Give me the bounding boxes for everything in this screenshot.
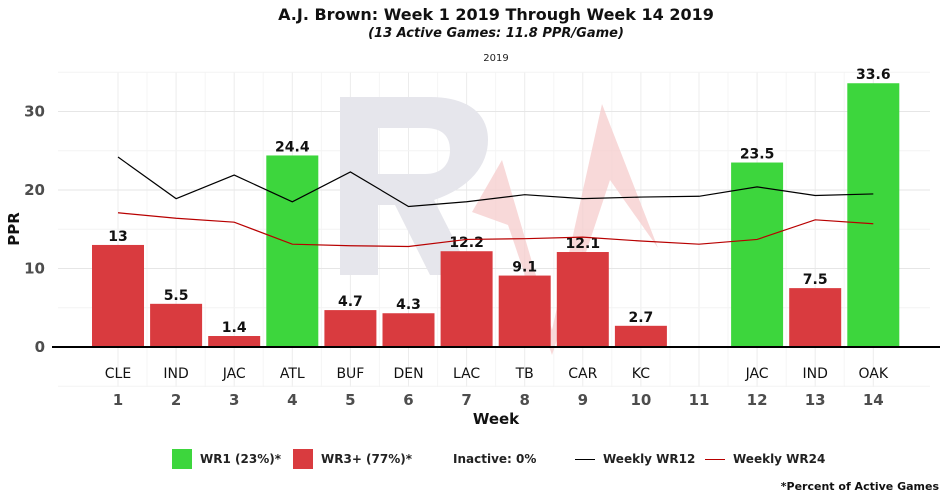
- x-tick-label: 4: [287, 391, 297, 409]
- bar-value-label: 4.7: [338, 294, 363, 310]
- bar-week-4: [266, 155, 319, 347]
- bar-value-label: 12.2: [449, 235, 484, 251]
- x-axis-label: Week: [473, 410, 520, 428]
- opponent-label: BUF: [336, 366, 364, 382]
- chart-title: A.J. Brown: Week 1 2019 Through Week 14 …: [278, 5, 714, 24]
- bar-week-5: [324, 310, 377, 347]
- season-label: 2019: [483, 53, 509, 64]
- bar-value-label: 23.5: [740, 147, 775, 163]
- bar-week-2: [150, 303, 203, 347]
- legend-inactive: Inactive: 0%: [453, 448, 536, 470]
- legend-wr1-swatch: [172, 449, 192, 469]
- bar-week-12: [731, 162, 784, 347]
- opponent-label: DEN: [393, 366, 423, 382]
- bar-value-label: 13: [108, 229, 127, 245]
- chart-subtitle: (13 Active Games: 11.8 PPR/Game): [368, 26, 624, 41]
- legend-wr12-label: Weekly WR12: [603, 452, 696, 466]
- opponent-label: IND: [803, 366, 828, 382]
- line-weekly-wr24: [117, 212, 874, 248]
- line-weekly-wr12: [117, 156, 874, 208]
- x-tick-label: 14: [863, 391, 884, 409]
- legend-wr24: Weekly WR24: [705, 448, 825, 470]
- legend-wr24-label: Weekly WR24: [733, 452, 826, 466]
- bar-value-label: 9.1: [512, 260, 537, 276]
- bar-value-label: 5.5: [164, 288, 189, 304]
- x-tick-label: 2: [171, 391, 181, 409]
- x-tick-label: 1: [113, 391, 123, 409]
- opponent-label: ATL: [280, 366, 305, 382]
- opponent-label: IND: [163, 366, 188, 382]
- bar-week-3: [208, 336, 261, 347]
- bar-value-label: 4.3: [396, 297, 421, 313]
- bar-value-label: 24.4: [275, 139, 310, 155]
- footnote: *Percent of Active Games: [780, 480, 939, 493]
- bar-value-label: 12.1: [566, 236, 601, 252]
- bar-week-10: [614, 325, 667, 347]
- bar-week-1: [92, 244, 144, 347]
- bar-week-13: [789, 288, 842, 347]
- bar-week-9: [556, 252, 609, 347]
- watermark-r-letter: [340, 97, 488, 275]
- x-tick-label: 8: [519, 391, 529, 409]
- opponent-label: LAC: [453, 366, 480, 382]
- legend-wr12-line: [575, 458, 595, 460]
- x-tick-label: 13: [805, 391, 826, 409]
- legend-inactive-label: Inactive: 0%: [453, 452, 537, 466]
- bar-value-label: 2.7: [628, 310, 653, 326]
- opponent-label: JAC: [222, 366, 246, 382]
- opponent-label: KC: [632, 366, 650, 382]
- legend-wr24-line: [705, 458, 725, 460]
- bar-week-7: [440, 251, 493, 347]
- legend-wr3-swatch: [293, 449, 313, 469]
- x-tick-label: 9: [578, 391, 588, 409]
- y-tick-label: 0: [35, 338, 45, 356]
- bar-value-label: 1.4: [222, 320, 247, 336]
- legend-wr3-label: WR3+ (77%)*: [321, 452, 413, 466]
- y-tick-label: 20: [24, 181, 45, 199]
- x-tick-label: 12: [747, 391, 768, 409]
- y-tick-label: 30: [24, 103, 45, 121]
- opponent-label: CAR: [568, 366, 597, 382]
- x-tick-label: 10: [630, 391, 651, 409]
- bar-value-label: 7.5: [803, 272, 828, 288]
- bar-week-8: [498, 275, 551, 347]
- opponent-label: TB: [515, 366, 534, 382]
- bar-week-14: [847, 83, 900, 348]
- opponent-label: OAK: [859, 366, 889, 382]
- watermark-v-mark: [472, 104, 658, 355]
- legend-wr1-label: WR1 (23%)*: [200, 452, 281, 466]
- x-tick-label: 5: [345, 391, 355, 409]
- legend-wr1: WR1 (23%)*: [172, 448, 281, 470]
- bar-value-label: 33.6: [856, 67, 891, 83]
- y-axis-label: PPR: [5, 212, 23, 246]
- x-tick-label: 7: [461, 391, 471, 409]
- y-tick-label: 10: [24, 260, 45, 278]
- x-tick-label: 3: [229, 391, 239, 409]
- x-tick-label: 6: [403, 391, 413, 409]
- opponent-label: JAC: [745, 366, 769, 382]
- x-tick-label: 11: [689, 391, 710, 409]
- legend-wr3: WR3+ (77%)*: [293, 448, 412, 470]
- legend-wr12: Weekly WR12: [575, 448, 695, 470]
- bar-week-6: [382, 313, 435, 347]
- opponent-label: CLE: [105, 366, 131, 382]
